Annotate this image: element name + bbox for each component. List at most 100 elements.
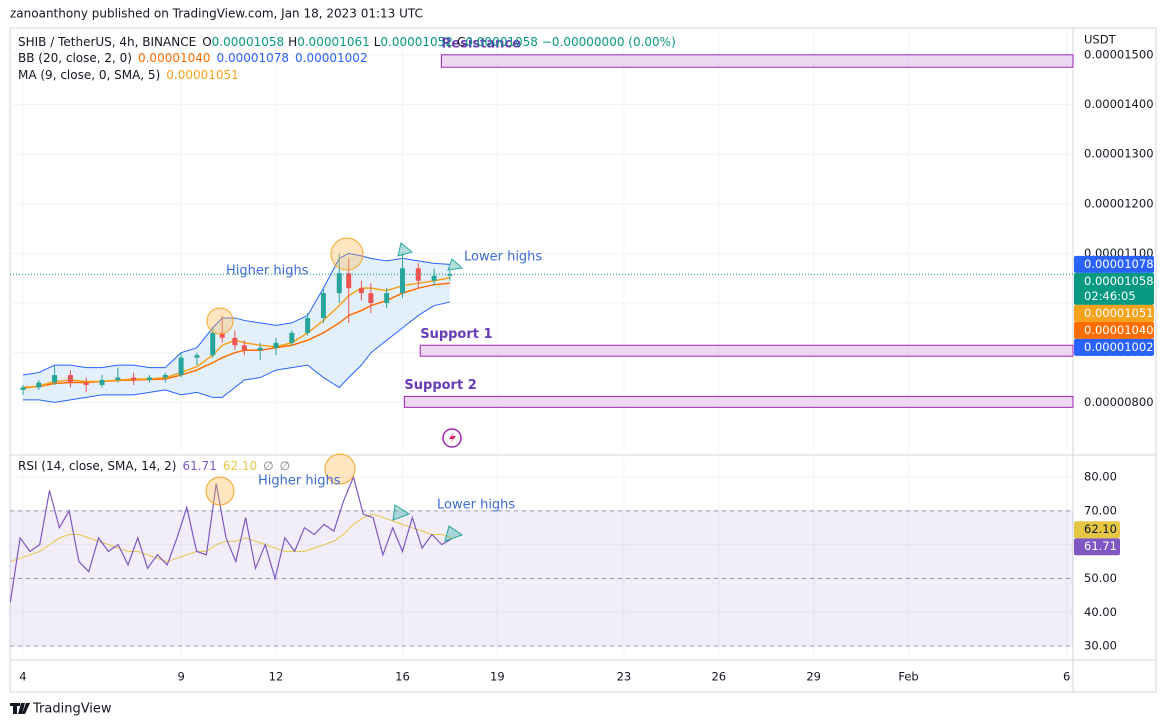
event-icon[interactable]	[442, 428, 462, 448]
triangle-marker	[447, 258, 464, 271]
annotation: Higher highs	[258, 474, 341, 489]
ma-line	[22, 277, 451, 390]
candle-body	[384, 293, 390, 304]
rsi-value-box	[1074, 521, 1120, 539]
annotation: Higher highs	[226, 264, 309, 279]
price-label-box	[1074, 321, 1154, 339]
legend-line: SHIB / TetherUS, 4h, BINANCE O0.00001058 H…	[18, 35, 676, 49]
na-label: ∅	[263, 459, 273, 473]
candle-body	[210, 332, 216, 356]
countdown: 02:46:05	[1084, 289, 1136, 303]
candle-body	[399, 268, 405, 294]
highlight-circle	[324, 453, 356, 485]
ohlc-name: L	[374, 35, 381, 49]
zone	[403, 395, 1074, 408]
zone-label: Support 1	[420, 327, 492, 342]
annotation: Lower highs	[437, 498, 515, 513]
ohlc-value: 0.00001061	[297, 35, 370, 49]
candle-body	[194, 355, 200, 358]
price-label-box	[1074, 304, 1154, 322]
triangle-marker	[397, 242, 414, 257]
candle-body	[146, 377, 152, 381]
candle-body	[115, 377, 121, 381]
triangle-marker	[444, 525, 464, 542]
price-label-box	[1074, 272, 1154, 305]
candle-body	[289, 332, 295, 343]
candle-body	[241, 345, 247, 351]
x-tick-label: 12	[269, 670, 284, 684]
rsi-line	[10, 513, 452, 563]
x-tick-label: 19	[490, 670, 505, 684]
candle-body	[368, 293, 374, 304]
publish-header: zanoanthony published on TradingView.com…	[10, 7, 423, 21]
candle-body	[346, 273, 352, 289]
ohlc-name: C	[457, 35, 465, 49]
x-tick-label: 16	[395, 670, 410, 684]
legend-line: MA (9, close, 0, SMA, 5) 0.00001051	[18, 68, 239, 82]
candle-body	[20, 387, 26, 390]
bb-upper	[22, 252, 450, 376]
legend-line: BB (20, close, 2, 0) 0.00001040 0.00001078…	[18, 51, 368, 65]
bb-label: BB (20, close, 2, 0)	[18, 51, 132, 65]
ma-value: 0.00001051	[166, 68, 239, 82]
ma-label: MA (9, close, 0, SMA, 5)	[18, 68, 160, 82]
price-label-box	[1074, 338, 1154, 356]
plot	[9, 54, 1074, 647]
x-tick-label: 26	[711, 670, 726, 684]
rsi-label: RSI (14, close, SMA, 14, 2)	[18, 459, 176, 473]
event-bolt	[449, 432, 456, 444]
footer-brand: TradingView	[32, 702, 112, 717]
rsi-value-box	[1074, 538, 1120, 556]
y-tick-label: 30.00	[1084, 639, 1117, 653]
zone	[440, 54, 1074, 68]
candle-body	[52, 375, 58, 383]
x-tick-label: Feb	[898, 670, 918, 684]
rsi-line	[9, 475, 452, 603]
annotation-shapes	[205, 237, 464, 542]
rsi-value-label: 62.10	[1084, 522, 1117, 536]
y-tick-label: 0.00001400	[1084, 97, 1154, 111]
legend-line: RSI (14, close, SMA, 14, 2) 61.71 62.10 ∅ ∅	[18, 459, 290, 473]
candle-body	[257, 347, 263, 351]
zone	[419, 344, 1074, 357]
ohlc-name: H	[288, 35, 297, 49]
zone-label: Resistance	[441, 36, 521, 51]
price-label-box	[1074, 255, 1154, 273]
candle-body	[219, 332, 225, 338]
price-label: 0.00001078	[1084, 257, 1154, 271]
y-tick-label: 70.00	[1084, 503, 1117, 517]
price-label: 0.00001051	[1084, 306, 1154, 320]
na-label: ∅	[280, 459, 290, 473]
candle-body	[305, 317, 311, 333]
ohlc-name: O	[202, 35, 211, 49]
y-tick-label: 40.00	[1084, 605, 1117, 619]
candle-body	[83, 382, 89, 385]
y-tick-label: 0.00001500	[1084, 47, 1154, 61]
rsi-value-label: 61.71	[1084, 539, 1117, 553]
x-tick-label: 6	[1063, 670, 1070, 684]
price-label: 0.00001058	[1084, 274, 1154, 288]
highlight-circle	[205, 476, 235, 506]
x-tick-label: 23	[617, 670, 632, 684]
bb-value: 0.00001078	[217, 51, 290, 65]
candle-body	[358, 288, 364, 294]
candle-body	[178, 357, 184, 376]
candle-body	[320, 293, 326, 318]
x-tick-label: 4	[19, 670, 26, 684]
highlight-circle	[206, 307, 234, 335]
candle-body	[447, 274, 453, 276]
candle-body	[232, 337, 238, 346]
x-tick-label: 9	[177, 670, 184, 684]
ohlc-value: 0.00001058	[465, 35, 538, 49]
candle-body	[336, 273, 342, 294]
triangle-marker	[392, 504, 411, 521]
y-tick-label: 50.00	[1084, 571, 1117, 585]
candle-body	[431, 275, 437, 281]
price-label: 0.00001040	[1084, 323, 1154, 337]
bb-lower	[22, 301, 451, 403]
y-tick-label: 0.00000800	[1084, 395, 1154, 409]
currency-label: USDT	[1084, 33, 1117, 47]
zone-label: Support 2	[404, 378, 476, 393]
change: −0.00000000 (0.00%)	[542, 35, 676, 49]
